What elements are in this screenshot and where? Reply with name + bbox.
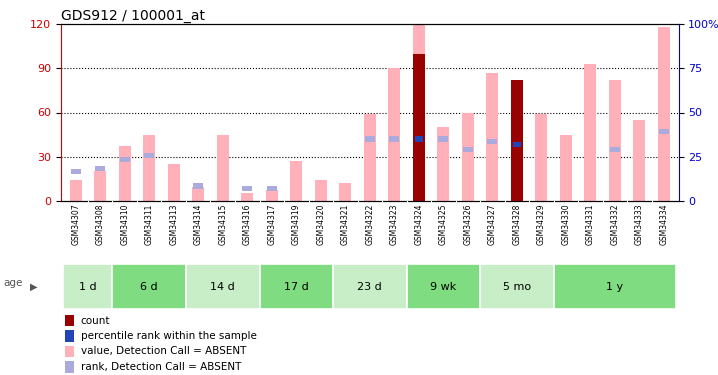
Bar [314, 180, 327, 201]
Bar [388, 68, 401, 201]
Bar [488, 139, 497, 144]
Bar [658, 27, 670, 201]
Bar [437, 127, 449, 201]
Bar [259, 264, 333, 309]
Text: GSM34325: GSM34325 [439, 204, 448, 245]
Bar [65, 330, 74, 342]
Text: GSM34321: GSM34321 [341, 204, 350, 245]
Bar [94, 171, 106, 201]
Bar [413, 54, 425, 201]
Bar [462, 112, 474, 201]
Text: 14 d: 14 d [210, 282, 235, 292]
Bar [610, 147, 620, 152]
Text: GSM34330: GSM34330 [561, 204, 570, 246]
Bar [406, 264, 480, 309]
Bar [186, 264, 259, 309]
Bar [510, 120, 523, 201]
Bar [167, 164, 180, 201]
Bar [118, 146, 131, 201]
Bar [63, 264, 113, 309]
Text: GSM34322: GSM34322 [365, 204, 374, 245]
Text: 17 d: 17 d [284, 282, 309, 292]
Bar [513, 142, 521, 147]
Bar [65, 362, 74, 372]
Bar [480, 264, 554, 309]
Text: GSM34314: GSM34314 [194, 204, 202, 245]
Text: 23 d: 23 d [358, 282, 382, 292]
Bar [584, 64, 597, 201]
Text: GSM34313: GSM34313 [169, 204, 178, 245]
Text: ▶: ▶ [30, 282, 37, 292]
Text: GDS912 / 100001_at: GDS912 / 100001_at [61, 9, 205, 23]
Bar [70, 180, 82, 201]
Text: GSM34307: GSM34307 [71, 204, 80, 246]
Text: GSM34320: GSM34320 [316, 204, 325, 245]
Text: GSM34310: GSM34310 [120, 204, 129, 245]
Bar [486, 73, 498, 201]
Bar [144, 153, 154, 158]
Bar [463, 147, 472, 152]
Bar [415, 136, 423, 141]
Text: GSM34308: GSM34308 [95, 204, 105, 245]
Bar [192, 188, 205, 201]
Bar [609, 80, 621, 201]
Bar [554, 264, 676, 309]
Bar [266, 190, 278, 201]
Bar [439, 136, 448, 141]
Text: GSM34328: GSM34328 [512, 204, 521, 245]
Text: GSM34331: GSM34331 [586, 204, 595, 245]
Bar [559, 135, 572, 201]
Text: GSM34317: GSM34317 [267, 204, 276, 245]
Bar [365, 136, 375, 141]
Bar [71, 169, 80, 174]
Bar [363, 114, 376, 201]
Bar [193, 183, 203, 189]
Text: GSM34315: GSM34315 [218, 204, 228, 245]
Text: GSM34316: GSM34316 [243, 204, 252, 245]
Text: 6 d: 6 d [141, 282, 158, 292]
Text: 9 wk: 9 wk [430, 282, 457, 292]
Bar [120, 157, 130, 162]
Text: GSM34323: GSM34323 [390, 204, 398, 245]
Bar [659, 129, 668, 134]
Bar [243, 186, 252, 192]
Bar [414, 136, 424, 141]
Bar [113, 264, 186, 309]
Text: GSM34319: GSM34319 [292, 204, 301, 245]
Text: percentile rank within the sample: percentile rank within the sample [80, 331, 256, 341]
Bar [333, 264, 406, 309]
Text: count: count [80, 315, 110, 326]
Bar [241, 193, 253, 201]
Bar [413, 24, 425, 201]
Bar [535, 114, 547, 201]
Text: GSM34334: GSM34334 [659, 204, 668, 246]
Text: GSM34326: GSM34326 [463, 204, 472, 245]
Text: age: age [4, 278, 23, 288]
Text: rank, Detection Call = ABSENT: rank, Detection Call = ABSENT [80, 362, 241, 372]
Bar [389, 136, 399, 141]
Bar [217, 135, 229, 201]
Bar [95, 166, 105, 171]
Bar [65, 315, 74, 326]
Bar [143, 135, 155, 201]
Text: GSM34329: GSM34329 [537, 204, 546, 245]
Bar [65, 346, 74, 357]
Text: 5 mo: 5 mo [503, 282, 531, 292]
Text: GSM34333: GSM34333 [635, 204, 644, 246]
Text: 1 y: 1 y [606, 282, 623, 292]
Text: value, Detection Call = ABSENT: value, Detection Call = ABSENT [80, 346, 246, 357]
Text: GSM34327: GSM34327 [488, 204, 497, 245]
Bar [633, 120, 645, 201]
Bar [512, 142, 522, 147]
Text: GSM34324: GSM34324 [414, 204, 424, 245]
Bar [339, 183, 351, 201]
Bar [290, 161, 302, 201]
Text: GSM34311: GSM34311 [145, 204, 154, 245]
Text: 1 d: 1 d [79, 282, 97, 292]
Text: GSM34332: GSM34332 [610, 204, 620, 245]
Bar [267, 186, 276, 192]
Bar [510, 80, 523, 201]
